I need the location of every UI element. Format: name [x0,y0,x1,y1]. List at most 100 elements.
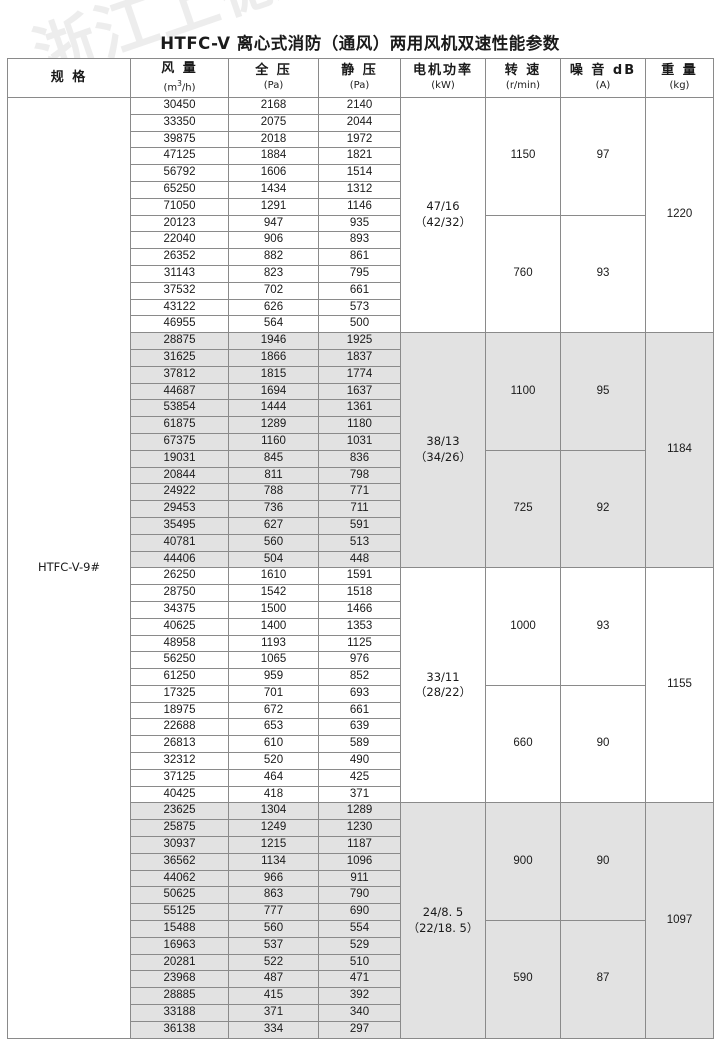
motor-power-alternate: （28/22） [414,685,472,700]
total-pressure-value: 1215 [228,836,319,854]
static-pressure-value: 1180 [318,416,401,434]
total-pressure-value: 1542 [228,584,319,602]
total-pressure-value: 863 [228,886,319,905]
airflow-value: 37812 [130,365,229,384]
static-pressure-value: 1312 [318,180,401,199]
airflow-value: 44406 [130,550,229,569]
table-row: 44406 504 448 [8,550,714,569]
total-pressure-value: 415 [228,987,319,1006]
static-pressure-value: 1466 [318,600,401,619]
total-pressure-value: 2168 [228,97,319,115]
static-pressure-value: 1591 [318,567,401,586]
airflow-value: 44687 [130,382,229,401]
airflow-value: 19031 [130,449,229,468]
static-pressure-value: 852 [318,668,401,686]
static-pressure-value: 1514 [318,164,401,182]
total-pressure-value: 2075 [228,113,319,132]
total-pressure-value: 1065 [228,651,319,670]
table-row: 22040 906 893 [8,231,714,250]
weight-value: 1155 [645,567,714,804]
static-pressure-value: 661 [318,281,401,300]
static-pressure-value: 589 [318,735,401,754]
total-pressure-value: 736 [228,500,319,518]
motor-power-value: 38/13 （34/26） [400,332,486,569]
total-pressure-value: 1160 [228,432,319,451]
static-pressure-value: 1230 [318,819,401,838]
static-pressure-value: 573 [318,298,401,317]
noise-value: 87 [560,920,646,1039]
static-pressure-value: 1972 [318,130,401,149]
total-pressure-value: 1606 [228,164,319,182]
table-row: 61250 959 852 [8,668,714,686]
airflow-value: 15488 [130,920,229,938]
airflow-value: 28750 [130,584,229,602]
table-row: 32312 520 490 [8,752,714,770]
table-row: 26813 610 589 [8,735,714,754]
airflow-value: 46955 [130,315,229,334]
motor-power-alternate: （22/18. 5） [407,920,479,935]
noise-value: 95 [560,332,646,451]
table-row: 23625 1304 1289 24/8. 5 （22/18. 5） 900 90 1097 [8,802,714,1039]
airflow-value: 40425 [130,785,229,804]
table-row: 25875 1249 1230 [8,819,714,838]
table-row: 56792 1606 1514 [8,164,714,182]
static-pressure-value: 1353 [318,617,401,636]
static-pressure-value: 371 [318,785,401,804]
static-pressure-value: 693 [318,684,401,703]
table-header: 规 格风 量 (m3/h) 全 压 (Pa) 静 压 (Pa) 电机功率 (kW) 转 速 (r/… [7,58,714,98]
static-pressure-value: 1096 [318,852,401,871]
total-pressure-value: 627 [228,516,319,535]
column-header-label: 规 格 [50,69,88,85]
airflow-value: 23968 [130,970,229,989]
total-pressure-value: 947 [228,214,319,233]
airflow-value: 33350 [130,113,229,132]
column-header-unit: (Pa) [263,80,284,92]
static-pressure-value: 798 [318,466,401,485]
airflow-value: 61875 [130,416,229,434]
total-pressure-value: 1884 [228,147,319,166]
static-pressure-value: 1031 [318,432,401,451]
table-row: 20123 947 935 760 93 [8,214,714,334]
static-pressure-value: 591 [318,516,401,535]
table-row: 37125 464 425 [8,768,714,787]
airflow-value: 53854 [130,399,229,418]
airflow-value: 61250 [130,668,229,686]
table-row: HTFC-V-9# 30450 2168 2140 47/16 （42/32） 1150 97… [7,96,714,1039]
airflow-value: 26250 [130,567,229,586]
airflow-value: 50625 [130,886,229,905]
motor-power-primary: 24/8. 5 [422,904,464,919]
column-header-speed: 转 速 (r/min) [485,58,561,98]
total-pressure-value: 334 [228,1020,319,1039]
motor-power-alternate: （34/26） [414,450,472,465]
total-pressure-value: 487 [228,970,319,989]
static-pressure-value: 2140 [318,97,401,115]
airflow-value: 33188 [130,1004,229,1022]
total-pressure-value: 564 [228,315,319,334]
speed-value: 660 [485,684,561,804]
column-header-noise: 噪 音 dB (A) [560,58,646,98]
total-pressure-value: 1946 [228,332,319,350]
column-header-unit: (r/min) [505,80,541,92]
total-pressure-value: 1291 [228,197,319,216]
static-pressure-value: 893 [318,231,401,250]
column-header-motor-power: 电机功率 (kW) [400,58,486,98]
airflow-value: 30937 [130,836,229,854]
total-pressure-value: 672 [228,701,319,720]
static-pressure-value: 513 [318,533,401,552]
total-pressure-value: 1193 [228,634,319,653]
table-row: 28885 415 392 [8,987,714,1006]
motor-power-alternate: （42/32） [414,215,472,230]
motor-power-primary: 47/16 [426,199,460,214]
total-pressure-value: 823 [228,264,319,283]
table-row: 36562 1134 1096 [8,852,714,871]
total-pressure-value: 1500 [228,600,319,619]
static-pressure-value: 976 [318,651,401,670]
motor-power-value: 33/11 （28/22） [400,567,486,804]
weight-value: 1220 [645,96,714,334]
airflow-value: 20123 [130,214,229,233]
airflow-value: 29453 [130,500,229,518]
table-body: HTFC-V-9# 30450 2168 2140 47/16 （42/32） 1150 97… [7,96,714,1039]
table-row: 20844 811 798 [8,466,714,485]
column-header-weight: 重 量 (kg) [645,58,714,98]
noise-value: 93 [560,214,646,334]
